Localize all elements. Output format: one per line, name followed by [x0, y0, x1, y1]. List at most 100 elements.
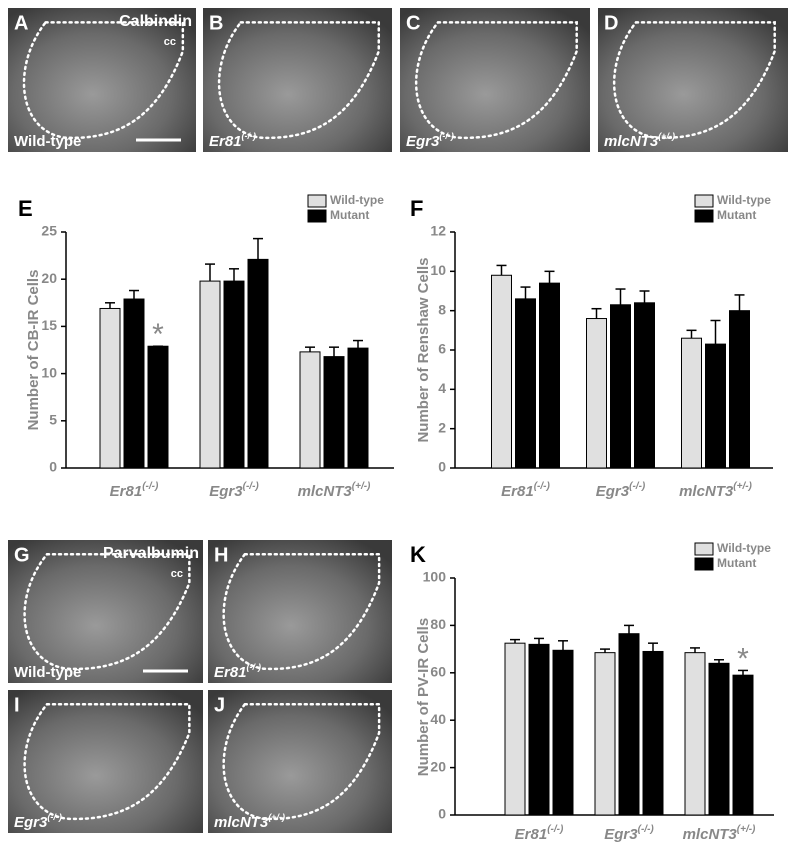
genotype-label: mlcNT3(+/-) [214, 812, 285, 831]
significance-star: * [737, 642, 749, 675]
category: mlcNT3 [683, 826, 738, 843]
bar [347, 347, 369, 469]
panel-letter: H [214, 544, 228, 566]
y-axis-label: Number of Renshaw Cells [415, 257, 432, 442]
micrograph [203, 8, 392, 152]
category-sup: (-/-) [534, 481, 551, 492]
y-tick-label: 20 [430, 758, 446, 774]
genotype: Er81 [214, 664, 247, 681]
bar [323, 356, 345, 469]
genotype: mlcNT3 [214, 814, 269, 831]
x-tick-label: Egr3(-/-) [209, 481, 259, 500]
genotype-label: Wild-type [14, 133, 81, 150]
y-tick-label: 8 [438, 301, 446, 317]
category: Egr3 [604, 826, 638, 843]
y-tick-label: 0 [438, 806, 446, 822]
panel-letter: G [14, 544, 30, 566]
x-tick-label: Egr3(-/-) [604, 824, 654, 843]
cc-label: cc [164, 36, 176, 48]
legend-label: Wild-type [717, 193, 771, 207]
bar [199, 280, 221, 469]
category-sup: (+/-) [737, 824, 756, 835]
panel-letter: K [410, 542, 426, 567]
category-sup: (-/-) [547, 824, 564, 835]
stain-label: Parvalbumin [103, 545, 199, 562]
y-tick-label: 2 [438, 419, 446, 435]
legend-swatch [307, 194, 327, 208]
genotype-label: Er81(-/-) [209, 131, 256, 150]
legend-label: Wild-type [330, 193, 384, 207]
y-axis-label: Number of PV-IR Cells [415, 618, 432, 776]
bar [708, 662, 730, 816]
category-sup: (-/-) [142, 481, 159, 492]
bar [99, 307, 121, 469]
category-sup: (+/-) [352, 481, 371, 492]
bar [147, 345, 169, 469]
bar [299, 351, 321, 469]
x-tick-label: mlcNT3(+/-) [298, 481, 371, 500]
bar [491, 274, 512, 469]
genotype: Egr3 [406, 133, 440, 150]
y-tick-label: 60 [430, 664, 446, 680]
legend-label: Mutant [717, 556, 756, 570]
bar [642, 650, 664, 816]
bar [594, 652, 616, 816]
genotype-sup: (+/-) [658, 131, 675, 141]
bar [515, 298, 536, 469]
cc-label: cc [171, 568, 183, 580]
region-outline [415, 21, 578, 140]
bar [552, 649, 574, 816]
panel-letter: B [209, 12, 223, 34]
bar [610, 304, 631, 469]
category: Er81 [110, 483, 143, 500]
x-tick-label: Er81(-/-) [110, 481, 159, 500]
bar [586, 318, 607, 469]
y-tick-label: 0 [438, 459, 446, 475]
genotype: Wild-type [14, 664, 81, 681]
x-tick-label: Er81(-/-) [515, 824, 564, 843]
panel-letter: I [14, 694, 20, 716]
bar [223, 280, 245, 469]
y-tick-label: 10 [41, 364, 57, 380]
stain-label: Calbindin [119, 13, 192, 30]
y-tick-label: 25 [41, 223, 57, 239]
legend-swatch [694, 557, 714, 571]
category: Er81 [501, 483, 534, 500]
genotype-sup: (-/-) [247, 662, 262, 672]
panel-letter: C [406, 12, 420, 34]
bar [504, 642, 526, 816]
genotype-sup: (-/-) [439, 131, 454, 141]
category: Egr3 [209, 483, 243, 500]
x-tick-label: mlcNT3(+/-) [683, 824, 756, 843]
y-tick-label: 4 [438, 380, 446, 396]
genotype-sup: (-/-) [47, 812, 62, 822]
region-outline [613, 21, 776, 140]
y-tick-label: 100 [423, 569, 447, 585]
x-tick-label: mlcNT3(+/-) [679, 481, 752, 500]
micrograph [8, 690, 203, 833]
bar [247, 258, 269, 469]
bar [705, 343, 726, 469]
genotype: mlcNT3 [604, 133, 659, 150]
region-outline [222, 553, 381, 671]
bar [618, 633, 640, 816]
category: mlcNT3 [679, 483, 734, 500]
y-tick-label: 6 [438, 341, 446, 357]
region-outline [217, 21, 381, 140]
x-tick-label: Egr3(-/-) [596, 481, 646, 500]
micrograph [598, 8, 788, 152]
category: Er81 [515, 826, 548, 843]
legend-label: Wild-type [717, 541, 771, 555]
genotype: Egr3 [14, 814, 48, 831]
legend-swatch [694, 209, 714, 223]
bar [684, 652, 706, 816]
genotype: Wild-type [14, 133, 81, 150]
category-sup: (-/-) [638, 824, 655, 835]
genotype-label: Egr3(-/-) [14, 812, 62, 831]
genotype-label: Egr3(-/-) [406, 131, 454, 150]
panel-letter: J [214, 694, 225, 716]
bar [681, 337, 702, 469]
micrograph [208, 690, 392, 833]
micrograph [400, 8, 590, 152]
legend-label: Mutant [717, 208, 756, 222]
